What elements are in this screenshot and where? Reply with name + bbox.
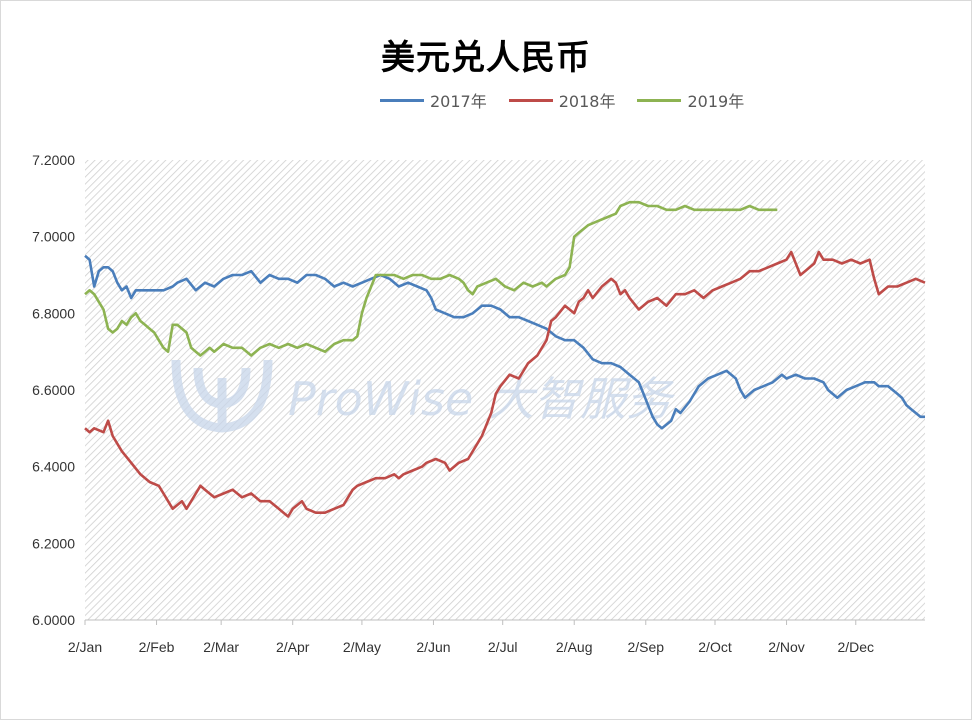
x-tick-label: 2/Mar: [203, 639, 239, 655]
series-line-2017: [84, 254, 925, 430]
legend-entry-2017: 2017年: [380, 88, 487, 112]
watermark: ProWise 大智服务: [171, 359, 676, 433]
x-tick-label: 2/Jan: [68, 639, 102, 655]
series-group: [84, 200, 926, 518]
y-tick-label: 6.8000: [32, 305, 75, 321]
x-tick-label: 2/Sep: [627, 639, 664, 655]
x-tick-label: 2/Dec: [837, 639, 874, 655]
legend-entry-2019: 2019年: [637, 88, 744, 112]
x-tick-label: 2/Nov: [768, 639, 805, 655]
series-line-2019: [84, 200, 778, 357]
y-tick-label: 6.2000: [32, 535, 75, 551]
x-tick-label: 2/Apr: [276, 639, 310, 655]
y-tick-label: 7.2000: [32, 152, 75, 168]
series-line-2018: [84, 250, 926, 518]
watermark-logo: [171, 359, 273, 433]
x-tick-label: 2/Oct: [698, 639, 732, 655]
chart-legend: 2017年 2018年 2019年: [380, 88, 744, 112]
x-tick-label: 2/Jul: [488, 639, 518, 655]
y-tick-label: 6.6000: [32, 382, 75, 398]
y-tick-label: 6.0000: [32, 612, 75, 628]
x-tick-label: 2/Jun: [416, 639, 450, 655]
y-tick-label: 6.4000: [32, 459, 75, 475]
x-tick-label: 2/Feb: [139, 639, 175, 655]
legend-swatch-2017: [380, 98, 424, 102]
y-axis: 6.0000 6.2000 6.4000 6.6000 6.8000 7.0000 7.20…: [32, 152, 75, 628]
chart-title: 美元兑人民币: [381, 38, 591, 78]
legend-swatch-2019: [637, 98, 682, 102]
x-tick-label: 2/Aug: [556, 639, 593, 655]
legend-label-2019: 2019年: [687, 92, 745, 111]
y-tick-label: 7.0000: [32, 229, 75, 245]
watermark-text: ProWise 大智服务: [288, 372, 676, 426]
x-axis: 2/Jan 2/Feb 2/Mar 2/Apr 2/May 2/Jun 2/Jul 2/Aug…: [68, 620, 874, 655]
legend-entry-2018: 2018年: [508, 88, 616, 112]
legend-label-2018: 2018年: [558, 92, 616, 111]
legend-label-2017: 2017年: [430, 92, 487, 111]
x-tick-label: 2/May: [343, 639, 381, 655]
legend-swatch-2018: [508, 98, 553, 102]
